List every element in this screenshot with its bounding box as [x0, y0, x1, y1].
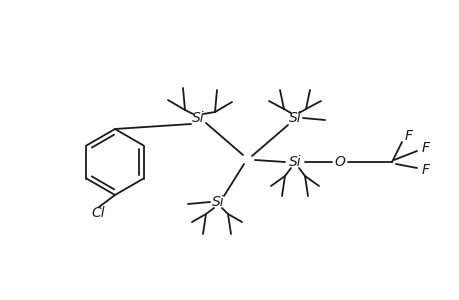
Text: F: F	[404, 129, 412, 143]
Text: Si: Si	[211, 195, 224, 209]
Text: O: O	[334, 155, 345, 169]
Text: Si: Si	[288, 111, 301, 125]
Text: F: F	[421, 141, 429, 155]
Text: Si: Si	[288, 155, 301, 169]
Text: Cl: Cl	[91, 206, 104, 220]
Text: F: F	[421, 163, 429, 177]
Text: Si: Si	[191, 111, 204, 125]
